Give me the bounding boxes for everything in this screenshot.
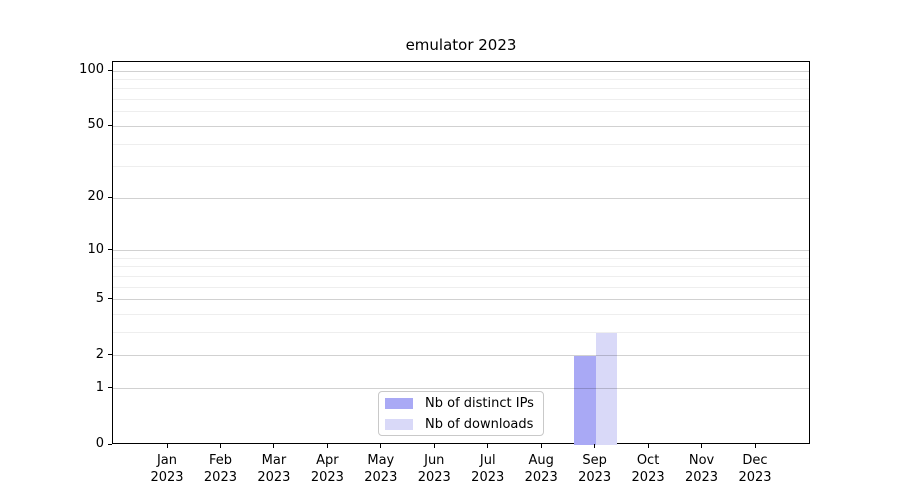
- gridline-major: [113, 299, 809, 301]
- gridline-major: [113, 388, 809, 390]
- gridline-minor: [113, 143, 809, 145]
- y-tick-mark: [108, 196, 112, 198]
- x-tick-label: Jun 2023: [417, 453, 451, 485]
- gridline-minor: [113, 257, 809, 259]
- y-tick-mark: [108, 443, 112, 445]
- legend: Nb of distinct IPs Nb of downloads: [378, 391, 544, 436]
- x-tick-mark: [594, 444, 596, 448]
- y-tick-mark: [108, 124, 112, 126]
- gridline-minor: [113, 266, 809, 268]
- x-tick-mark: [380, 444, 382, 448]
- plot-area: [112, 61, 810, 445]
- bar-distinct-ips-sep-2023: [574, 355, 596, 445]
- x-tick-label: Jan 2023: [150, 453, 184, 485]
- x-tick-label: Dec 2023: [738, 453, 772, 485]
- x-tick-mark: [219, 444, 221, 448]
- y-tick-mark: [108, 387, 112, 389]
- x-tick-mark: [487, 444, 489, 448]
- gridline-major: [113, 70, 809, 72]
- y-tick-label: 50: [87, 117, 104, 133]
- x-tick-label: Nov 2023: [684, 453, 719, 485]
- legend-item-distinct-ips: Nb of distinct IPs: [385, 394, 543, 412]
- legend-swatch-distinct-ips: [385, 397, 413, 409]
- x-tick-label: Aug 2023: [524, 453, 558, 485]
- gridline-minor: [113, 276, 809, 278]
- gridline-major: [113, 125, 809, 127]
- x-tick-label: May 2023: [364, 453, 398, 485]
- y-tick-label: 100: [79, 62, 104, 78]
- y-tick-label: 2: [95, 346, 104, 362]
- gridline-minor: [113, 166, 809, 168]
- legend-swatch-downloads: [385, 418, 413, 430]
- y-tick-label: 20: [87, 189, 104, 205]
- x-tick-mark: [166, 444, 168, 448]
- x-tick-mark: [701, 444, 703, 448]
- x-tick-mark: [433, 444, 435, 448]
- legend-label-downloads: Nb of downloads: [425, 416, 534, 432]
- bars-layer: [113, 62, 809, 445]
- x-tick-label: Feb 2023: [203, 453, 237, 485]
- gridline-major: [113, 250, 809, 252]
- gridline-minor: [113, 332, 809, 334]
- gridline-minor: [113, 99, 809, 101]
- y-tick-mark: [108, 354, 112, 356]
- legend-item-downloads: Nb of downloads: [385, 415, 543, 433]
- y-tick-mark: [108, 298, 112, 300]
- gridline-minor: [113, 314, 809, 316]
- gridline-major: [113, 355, 809, 357]
- y-tick-label: 0: [95, 436, 104, 451]
- y-tick-label: 1: [95, 379, 104, 395]
- legend-label-distinct-ips: Nb of distinct IPs: [425, 395, 534, 411]
- gridline-minor: [113, 286, 809, 288]
- x-tick-label: Apr 2023: [310, 453, 344, 485]
- gridline-minor: [113, 79, 809, 81]
- x-tick-mark: [754, 444, 756, 448]
- gridline-major: [113, 197, 809, 199]
- y-tick-label: 10: [87, 241, 104, 257]
- x-tick-label: Jul 2023: [471, 453, 505, 485]
- x-tick-label: Oct 2023: [631, 453, 665, 485]
- bar-downloads-sep-2023: [595, 332, 617, 445]
- grid-layer: [113, 62, 809, 443]
- x-tick-mark: [273, 444, 275, 448]
- y-tick-mark: [108, 249, 112, 251]
- gridline-minor: [113, 88, 809, 90]
- x-tick-label: Sep 2023: [578, 453, 612, 485]
- x-tick-mark: [326, 444, 328, 448]
- gridline-minor: [113, 111, 809, 113]
- x-tick-label: Mar 2023: [257, 453, 291, 485]
- x-tick-mark: [647, 444, 649, 448]
- chart-title: emulator 2023: [405, 36, 517, 54]
- y-tick-label: 5: [95, 290, 104, 306]
- x-tick-mark: [540, 444, 542, 448]
- y-tick-mark: [108, 69, 112, 71]
